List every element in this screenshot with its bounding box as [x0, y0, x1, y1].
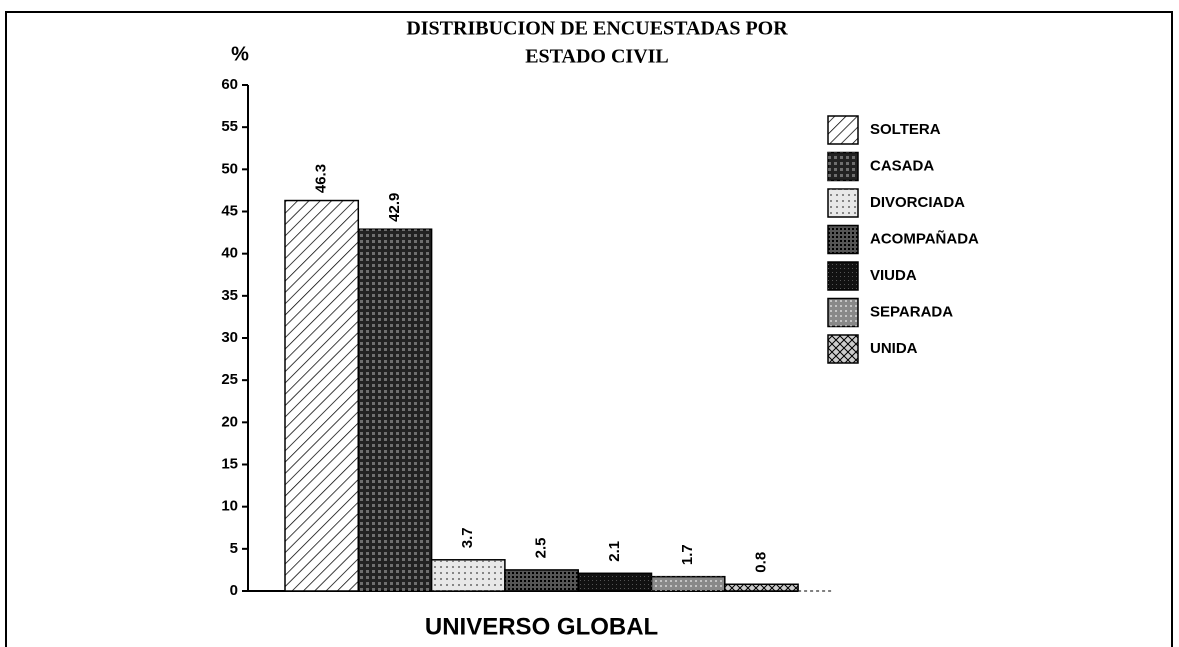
bar — [430, 559, 506, 592]
y-tick-label: 35 — [221, 287, 238, 304]
bar — [357, 228, 433, 592]
bar-pattern — [504, 569, 579, 591]
y-tick-label: 45 — [221, 202, 238, 219]
y-tick-label: 50 — [221, 160, 238, 177]
frame — [5, 11, 1173, 647]
x-tick-label: UNIVERSO GLOBAL — [425, 613, 658, 640]
legend-swatch-pattern — [828, 152, 858, 181]
y-tick-label: 40 — [221, 245, 238, 262]
data-label: 1.7 — [679, 544, 696, 565]
bar — [650, 575, 726, 592]
y-tick-label: 25 — [221, 371, 238, 388]
legend-label: UNIDA — [870, 340, 918, 357]
data-label: 46.3 — [313, 164, 330, 193]
bar-pattern — [431, 559, 505, 591]
y-axis-label: % — [231, 43, 249, 65]
legend-swatch-pattern — [828, 116, 858, 144]
legend-swatch-pattern — [828, 262, 858, 290]
bar-pattern — [651, 576, 725, 591]
legend-swatch-pattern — [828, 225, 858, 254]
y-tick-label: 55 — [221, 118, 238, 135]
y-tick-label: 20 — [221, 413, 238, 430]
chart-title: DISTRIBUCION DE ENCUESTADAS POR — [406, 18, 788, 40]
legend-label: SOLTERA — [870, 121, 941, 138]
legend-label: SEPARADA — [870, 303, 953, 320]
data-label: 0.8 — [752, 552, 769, 573]
y-tick-label: 30 — [221, 329, 238, 346]
y-tick-label: 0 — [230, 582, 238, 599]
y-tick-label: 5 — [230, 540, 238, 557]
legend-label: DIVORCIADA — [870, 194, 965, 211]
bar — [284, 199, 360, 592]
y-tick-label: 15 — [221, 455, 238, 472]
legend-swatch-pattern — [828, 298, 858, 327]
bar — [577, 572, 653, 592]
bar — [504, 569, 579, 592]
legend-swatch-pattern — [828, 335, 858, 363]
legend-label: ACOMPAÑADA — [870, 229, 979, 247]
bar — [724, 583, 799, 592]
bar-pattern — [285, 200, 359, 591]
data-label: 2.1 — [606, 541, 623, 562]
y-tick-label: 10 — [221, 498, 238, 515]
data-label: 2.5 — [533, 537, 550, 558]
bar-pattern — [578, 573, 652, 591]
data-label: 3.7 — [459, 527, 476, 548]
y-tick-label: 60 — [221, 76, 238, 93]
legend-label: CASADA — [870, 157, 934, 174]
legend-swatch-pattern — [828, 189, 858, 217]
bar-pattern — [358, 229, 432, 591]
chart-title: ESTADO CIVIL — [525, 46, 669, 68]
legend-label: VIUDA — [870, 267, 917, 284]
data-label: 42.9 — [386, 193, 403, 222]
bar-pattern — [724, 584, 799, 591]
